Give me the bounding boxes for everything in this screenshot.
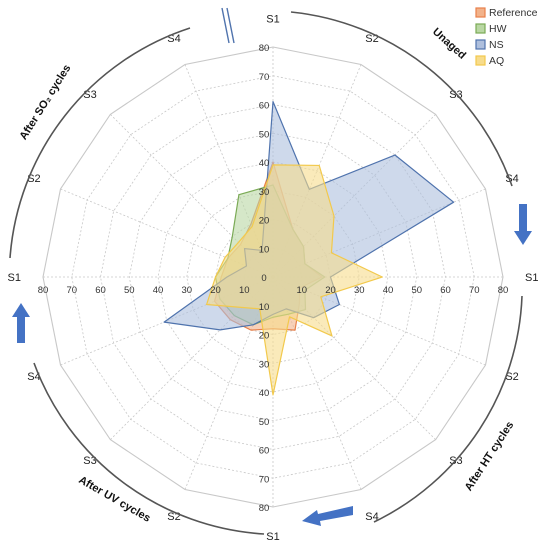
tick-label: 80	[259, 503, 270, 514]
tick-label: 50	[259, 417, 270, 428]
tick-label: 10	[259, 302, 270, 313]
spoke-label: S4	[365, 511, 378, 523]
group-bracket-so2	[9, 27, 191, 259]
tick-label: 0	[261, 273, 266, 284]
group-bracket-uv	[33, 362, 265, 535]
tick-label: 40	[259, 158, 270, 169]
tick-label: 50	[259, 129, 270, 140]
tick-label: 30	[181, 285, 192, 296]
tick-label: 80	[38, 285, 49, 296]
tick-label: 60	[259, 101, 270, 112]
arrow-down-icon	[514, 204, 532, 245]
tick-label: 30	[354, 285, 365, 296]
group-bracket-unaged	[290, 11, 513, 187]
tick-label: 70	[66, 285, 77, 296]
tick-label: 40	[259, 388, 270, 399]
series-layer	[163, 101, 455, 396]
group-label-unaged: Unaged	[430, 26, 468, 62]
tick-label: 40	[153, 285, 164, 296]
spoke-label: S2	[365, 33, 378, 45]
legend-swatch-aq	[475, 55, 486, 66]
spoke-label: S1	[266, 531, 279, 543]
tick-label: 30	[259, 187, 270, 198]
group-label-so2: After SO₂ cycles	[18, 63, 74, 142]
legend-swatch-hw	[475, 23, 486, 34]
tick-label: 20	[210, 285, 221, 296]
tick-label: 20	[325, 285, 336, 296]
series-aq-polygon	[205, 164, 383, 396]
group-label-ht: After HT cycles	[463, 420, 517, 494]
tick-label: 70	[259, 474, 270, 485]
tick-label: 50	[124, 285, 135, 296]
tick-label: 10	[239, 285, 250, 296]
tick-label: 30	[259, 359, 270, 370]
tick-label: 40	[383, 285, 394, 296]
grid-ring-60	[100, 104, 446, 450]
arrow-left-icon	[302, 506, 353, 526]
spoke-label: S2	[505, 371, 518, 383]
group-label-uv: After UV cycles	[77, 474, 153, 525]
spoke-label: S3	[83, 455, 96, 467]
legend-item-aq: AQ	[475, 55, 504, 67]
tick-label: 20	[259, 331, 270, 342]
legend-item-reference: Reference	[475, 7, 538, 19]
spoke-label: S1	[8, 272, 21, 284]
tick-label: 50	[411, 285, 422, 296]
tick-label: 10	[296, 285, 307, 296]
tick-label: 60	[259, 446, 270, 457]
tick-label: 10	[259, 244, 270, 255]
legend-swatch-ns	[475, 39, 486, 50]
spoke-label: S2	[27, 173, 40, 185]
spoke-label: S4	[167, 33, 180, 45]
spoke-label: S1	[266, 13, 279, 25]
tick-label: 60	[95, 285, 106, 296]
legend-label-ns: NS	[489, 39, 504, 51]
tick-label: 80	[259, 43, 270, 54]
legend-swatch-reference	[475, 7, 486, 18]
tick-label: 60	[440, 285, 451, 296]
break-mark-icon	[221, 7, 235, 44]
spoke-label: S1	[525, 272, 538, 284]
tick-label: 70	[259, 72, 270, 83]
tick-label: 80	[498, 285, 509, 296]
spoke-label: S4	[27, 371, 40, 383]
tick-label: 70	[469, 285, 480, 296]
tick-labels: 0 10 20 30 40 50 60 70 80 10 20 30 40 50 60 70 80 10 20 30 4…	[38, 43, 509, 514]
legend-label-hw: HW	[489, 23, 507, 35]
spoke-label: S3	[83, 89, 96, 101]
legend-item-ns: NS	[475, 39, 504, 51]
legend: Reference HW NS AQ	[475, 7, 538, 67]
group-bracket-ht	[373, 295, 523, 523]
arrow-up-icon	[12, 303, 30, 343]
legend-item-hw: HW	[475, 23, 507, 35]
legend-label-reference: Reference	[489, 7, 538, 19]
legend-label-aq: AQ	[489, 55, 504, 67]
tick-label: 20	[259, 216, 270, 227]
